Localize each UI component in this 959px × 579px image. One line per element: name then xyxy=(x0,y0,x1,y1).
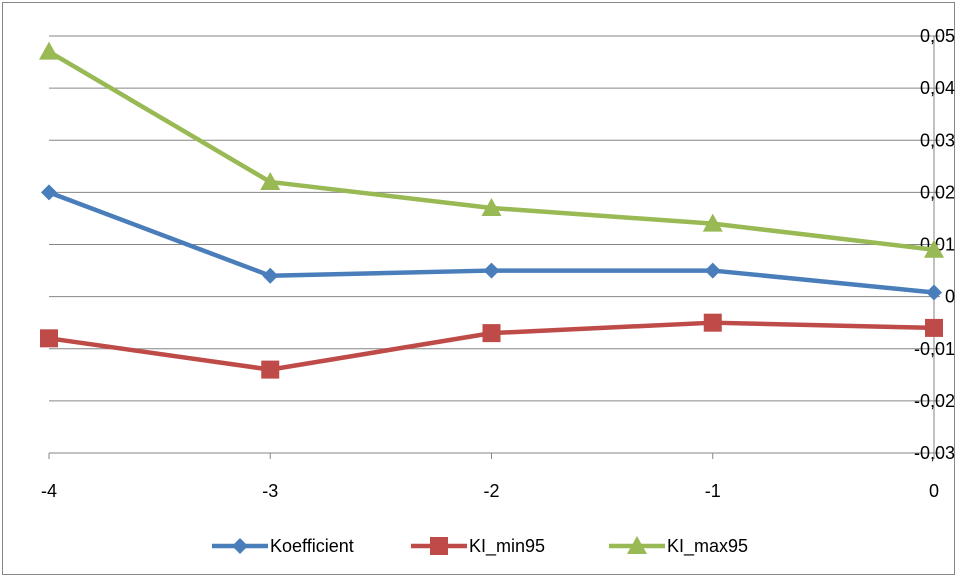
x-tick-labels: -4 -3 -2 -1 0 xyxy=(41,481,939,501)
x-tick-label: -1 xyxy=(705,481,721,501)
data-point-ki-min95 xyxy=(925,318,943,337)
data-point-koefficient xyxy=(41,184,57,201)
y-tick-label: 0,05 xyxy=(920,26,955,46)
data-point-ki-min95 xyxy=(40,329,58,348)
legend-marker-ki-max95 xyxy=(627,536,647,554)
legend-marker-koefficient xyxy=(232,538,248,554)
legend-label-ki-min95: KI_min95 xyxy=(469,536,545,557)
data-point-ki-min95 xyxy=(703,313,722,332)
legend-label-koefficient: Koefficient xyxy=(270,536,354,556)
y-tick-label: 0,04 xyxy=(920,78,955,98)
y-tick-label: 0,03 xyxy=(920,130,955,150)
x-tick-label: -3 xyxy=(262,481,278,501)
series-group xyxy=(39,41,944,379)
y-tick-label: 0 xyxy=(945,287,955,307)
x-tick-label: -4 xyxy=(41,481,57,501)
legend-marker-ki-min95 xyxy=(430,537,448,555)
legend-label-ki-max95: KI_max95 xyxy=(667,536,748,557)
data-point-ki-min95 xyxy=(482,324,501,343)
series-line-ki-max95 xyxy=(47,49,935,252)
data-point-koefficient xyxy=(483,262,500,279)
data-point-ki-max95 xyxy=(39,41,59,60)
data-point-koefficient xyxy=(926,284,942,301)
y-tick-label: -0,03 xyxy=(914,443,955,463)
data-point-ki-max95 xyxy=(702,213,723,232)
data-point-ki-max95 xyxy=(481,198,502,217)
y-tick-label: 0,02 xyxy=(920,182,955,202)
legend: Koefficient KI_min95 KI_max95 xyxy=(212,536,748,557)
x-tick-label: 0 xyxy=(929,481,939,501)
axes xyxy=(48,35,940,459)
data-point-ki-max95 xyxy=(924,239,944,258)
data-point-ki-max95 xyxy=(260,171,281,190)
data-point-koefficient xyxy=(262,267,279,284)
data-point-koefficient xyxy=(704,262,721,279)
x-tick-label: -2 xyxy=(483,481,499,501)
y-tick-label: -0,01 xyxy=(914,339,955,359)
data-point-ki-min95 xyxy=(261,360,280,379)
y-tick-label: -0,02 xyxy=(914,391,955,411)
